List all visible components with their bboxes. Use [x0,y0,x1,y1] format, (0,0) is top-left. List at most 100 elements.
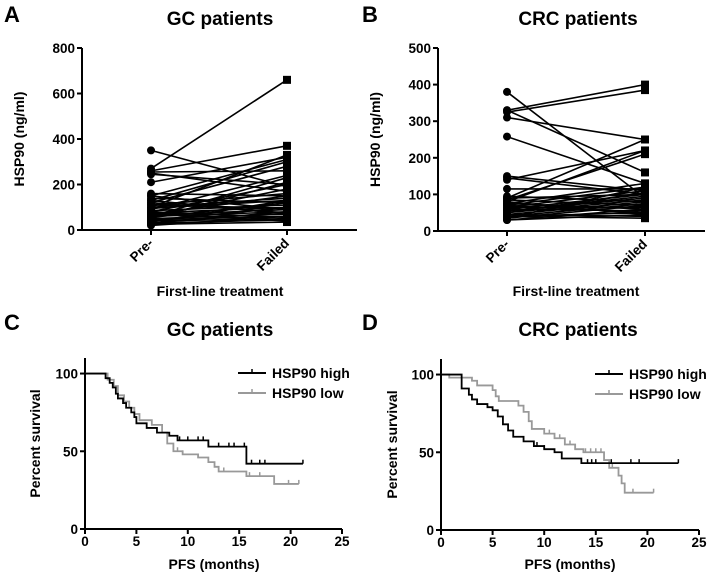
legend-label: HSP90 low [629,386,701,402]
x-tick-label: 15 [588,535,604,550]
y-tick-label: 800 [52,41,75,56]
failed-point [641,210,649,219]
paired-line [506,199,646,207]
chart-title: CRC patients [518,9,637,30]
y-tick-label: 0 [426,523,434,538]
x-tick-label: Pre- [127,236,156,265]
paired-line [506,135,646,185]
pre-point [503,172,511,181]
paired-line [506,83,646,112]
paired-line [506,149,646,181]
legend-label: HSP90 high [272,365,350,381]
failed-point [283,162,291,171]
panel-letter: A [4,2,20,27]
failed-point [641,80,649,89]
paired-line [150,170,288,173]
y-axis-label: HSP90 (ng/ml) [367,92,383,187]
failed-point [283,208,291,217]
failed-point [283,196,291,205]
paired-line [150,201,288,214]
x-tick-label: 5 [489,535,497,550]
x-axis-label: PFS (months) [525,556,616,572]
y-tick-label: 100 [55,367,78,382]
y-tick-label: 0 [423,224,431,239]
pre-point [147,178,155,187]
x-tick-label: 5 [133,534,141,549]
paired-line [506,202,646,210]
chart-title: GC patients [167,9,274,30]
x-axis-label: First-line treatment [157,283,284,299]
failed-point [641,135,649,144]
x-tick-label: Pre- [483,237,512,266]
failed-point [283,166,291,175]
x-tick-label: 25 [691,535,707,550]
x-axis-label: First-line treatment [513,283,640,299]
y-tick-label: 400 [52,132,75,147]
y-axis-label: HSP90 (ng/ml) [11,92,27,187]
y-tick-label: 400 [408,78,431,93]
panel-letter: B [362,2,378,27]
failed-point [283,150,291,159]
failed-point [283,204,291,213]
paired-line [506,138,646,199]
paired-line [150,195,288,215]
chart-title: CRC patients [518,320,637,341]
panel-letter: C [4,310,20,335]
paired-line [150,156,288,184]
failed-point [283,178,291,187]
survival-curve [441,373,654,494]
paired-line [150,176,288,218]
panel-a: A GC patients 0 200 400 600 800 HSP90 (ng/ml) Fi… [4,2,357,299]
failed-point [641,190,649,199]
x-tick-label: 0 [437,535,445,550]
pre-point [503,113,511,122]
survival-curve [441,373,679,465]
pre-point [503,87,511,96]
y-tick-label: 0 [70,522,78,537]
y-tick-label: 500 [408,41,431,56]
paired-line [150,165,288,204]
x-axis-label: PFS (months) [169,556,260,572]
panel-b: B CRC patients 0 100 200 300 400 500 HSP90 (ng/m… [362,2,705,299]
failed-point [283,75,291,84]
paired-line [150,79,288,170]
y-tick-label: 200 [52,178,75,193]
pre-point [147,146,155,155]
paired-line [150,213,288,222]
x-tick-label: 20 [640,535,655,550]
y-tick-label: 100 [411,368,434,383]
paired-line [506,211,646,218]
paired-line [506,116,646,141]
failed-point [283,185,291,194]
paired-line [506,213,646,221]
pre-point [147,221,155,230]
paired-line [506,109,646,174]
paired-line [506,153,646,201]
x-tick-label: 10 [537,535,552,550]
legend-label: HSP90 low [272,385,344,401]
failed-point [283,191,291,200]
paired-line [150,199,288,223]
paired-line [150,192,288,206]
x-tick-label: 20 [283,534,298,549]
pre-point [503,216,511,225]
x-tick-label: 0 [81,534,89,549]
pre-point [147,169,155,178]
y-tick-label: 200 [408,151,431,166]
pre-point [503,184,511,193]
paired-line [150,215,288,227]
x-tick-label: Failed [254,236,292,274]
paired-line [150,145,288,172]
y-axis-label: Percent survival [27,389,43,497]
y-tick-label: 300 [408,114,431,129]
paired-line [506,195,646,203]
failed-point [641,86,649,95]
survival-curve [85,372,299,485]
x-tick-label: Failed [612,237,650,275]
paired-line [506,91,646,199]
x-tick-label: 10 [180,534,195,549]
legend-label: HSP90 high [629,366,707,382]
failed-point [641,146,649,155]
